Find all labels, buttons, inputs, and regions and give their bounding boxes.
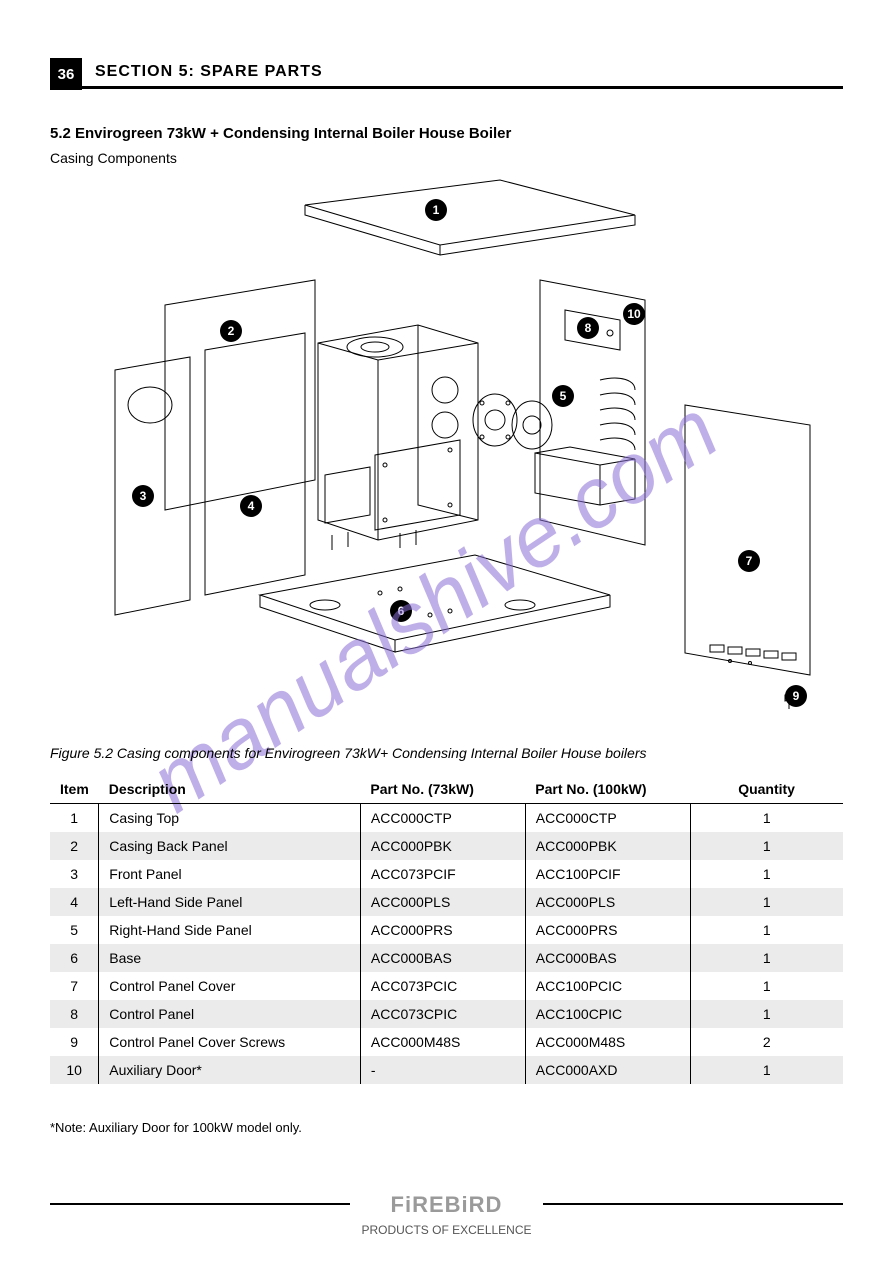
cell-qty: 1 [690,804,843,833]
th-qty: Quantity [690,775,843,804]
cell-desc: Base [99,944,361,972]
exploded-diagram: 1 2 3 4 5 6 7 8 9 10 [80,175,820,720]
callout-4: 4 [240,495,262,517]
th-p100: Part No. (100kW) [525,775,690,804]
cell-qty: 1 [690,916,843,944]
cell-qty: 1 [690,832,843,860]
cell-qty: 1 [690,972,843,1000]
callout-9: 9 [785,685,807,707]
callout-6: 6 [390,600,412,622]
cell-desc: Left-Hand Side Panel [99,888,361,916]
cell-p73: - [360,1056,525,1084]
cell-p73: ACC073PCIF [360,860,525,888]
cell-desc: Control Panel Cover [99,972,361,1000]
cell-p100: ACC000PLS [525,888,690,916]
parts-table: Item Description Part No. (73kW) Part No… [50,775,843,1084]
table-row: 5 Right-Hand Side Panel ACC000PRS ACC000… [50,916,843,944]
cell-p73: ACC000PRS [360,916,525,944]
cell-desc: Control Panel Cover Screws [99,1028,361,1056]
callout-2: 2 [220,320,242,342]
cell-qty: 1 [690,944,843,972]
table-row: 10 Auxiliary Door* - ACC000AXD 1 [50,1056,843,1084]
cell-p100: ACC000PRS [525,916,690,944]
cell-qty: 1 [690,1000,843,1028]
cell-qty: 1 [690,1056,843,1084]
table-header-row: Item Description Part No. (73kW) Part No… [50,775,843,804]
cell-item: 8 [50,1000,99,1028]
cell-qty: 2 [690,1028,843,1056]
cell-desc: Control Panel [99,1000,361,1028]
cell-item: 4 [50,888,99,916]
cell-qty: 1 [690,888,843,916]
th-desc: Description [99,775,361,804]
cell-p73: ACC000M48S [360,1028,525,1056]
cell-desc: Casing Top [99,804,361,833]
cell-item: 3 [50,860,99,888]
table-row: 6 Base ACC000BAS ACC000BAS 1 [50,944,843,972]
cell-item: 5 [50,916,99,944]
cell-p73: ACC000PBK [360,832,525,860]
header-rule [82,86,843,89]
cell-desc: Front Panel [99,860,361,888]
cell-item: 9 [50,1028,99,1056]
cell-item: 6 [50,944,99,972]
table-row: 9 Control Panel Cover Screws ACC000M48S … [50,1028,843,1056]
cell-p73: ACC000PLS [360,888,525,916]
footer-brand: FiREBiRD [391,1192,503,1217]
cell-p73: ACC073PCIC [360,972,525,1000]
cell-p73: ACC000BAS [360,944,525,972]
cell-p100: ACC100CPIC [525,1000,690,1028]
cell-p100: ACC000PBK [525,832,690,860]
table-row: 8 Control Panel ACC073CPIC ACC100CPIC 1 [50,1000,843,1028]
cell-desc: Casing Back Panel [99,832,361,860]
figure-caption: Figure 5.2 Casing components for Envirog… [50,745,647,761]
cell-p100: ACC000AXD [525,1056,690,1084]
subsection-title: 5.2 Envirogreen 73kW + Condensing Intern… [50,125,511,142]
cell-desc: Right-Hand Side Panel [99,916,361,944]
table-row: 2 Casing Back Panel ACC000PBK ACC000PBK … [50,832,843,860]
callout-10: 10 [623,303,645,325]
table-row: 3 Front Panel ACC073PCIF ACC100PCIF 1 [50,860,843,888]
cell-item: 1 [50,804,99,833]
cell-p100: ACC000M48S [525,1028,690,1056]
footer-tagline: PRODUCTS OF EXCELLENCE [0,1223,893,1237]
table-footnote: *Note: Auxiliary Door for 100kW model on… [50,1120,302,1135]
footer-logo: FiREBiRD [0,1192,893,1218]
table-row: 4 Left-Hand Side Panel ACC000PLS ACC000P… [50,888,843,916]
cell-item: 7 [50,972,99,1000]
section-title: SECTION 5: SPARE PARTS [95,63,323,81]
callout-1: 1 [425,199,447,221]
cell-p100: ACC000CTP [525,804,690,833]
cell-p73: ACC073CPIC [360,1000,525,1028]
callout-3: 3 [132,485,154,507]
page-number: 36 [50,58,82,90]
cell-p100: ACC100PCIC [525,972,690,1000]
cell-p100: ACC000BAS [525,944,690,972]
diagram-svg [80,175,820,720]
callout-7: 7 [738,550,760,572]
cell-desc: Auxiliary Door* [99,1056,361,1084]
cell-item: 10 [50,1056,99,1084]
th-p73: Part No. (73kW) [360,775,525,804]
callout-8: 8 [577,317,599,339]
table-row: 7 Control Panel Cover ACC073PCIC ACC100P… [50,972,843,1000]
cell-qty: 1 [690,860,843,888]
subsection-desc: Casing Components [50,150,177,166]
cell-item: 2 [50,832,99,860]
cell-p100: ACC100PCIF [525,860,690,888]
th-item: Item [50,775,99,804]
cell-p73: ACC000CTP [360,804,525,833]
table-row: 1 Casing Top ACC000CTP ACC000CTP 1 [50,804,843,833]
callout-5: 5 [552,385,574,407]
